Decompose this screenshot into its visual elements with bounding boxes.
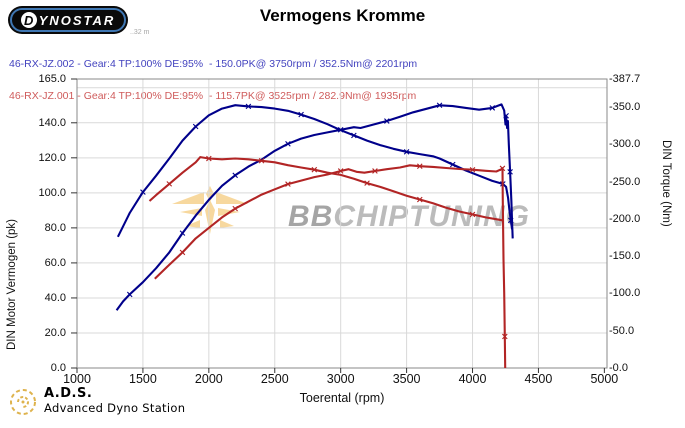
footer-name: Advanced Dyno Station: [44, 401, 186, 415]
marker-run-002-torque: [298, 111, 304, 118]
left-tick-label: 100.0: [38, 186, 66, 199]
x-tick-label: 1000: [63, 372, 91, 386]
marker-run-002-torque: [245, 103, 252, 110]
marker-run-001-power: [179, 249, 186, 256]
marker-run-001-torque: [206, 155, 212, 162]
ads-swirl-icon: [10, 389, 36, 415]
marker-run-002-torque: [140, 189, 146, 195]
series-run-002-power: [115, 103, 514, 311]
marker-run-002-power: [507, 169, 513, 175]
marker-run-001-power: [337, 168, 344, 174]
marker-run-001-power: [372, 168, 378, 174]
marker-run-001-torque: [258, 157, 265, 164]
marker-run-001-power: [499, 165, 506, 172]
footer-abbr: A.D.S.: [44, 386, 93, 401]
right-tick-label: -387.7: [609, 73, 641, 85]
left-tick-label: 140.0: [38, 116, 66, 129]
marker-run-001-torque: [416, 196, 423, 203]
series-run-001-torque: [148, 156, 503, 222]
marker-run-001-power: [469, 166, 476, 173]
legend-line-0: 46-RX-JZ.002 - Gear:4 TP:100% DE:95% - 1…: [9, 58, 418, 70]
x-tick-label: 2500: [260, 372, 289, 386]
marker-run-001-power: [285, 181, 291, 187]
marker-run-001-power: [502, 333, 508, 340]
x-axis-title: Toerental (rpm): [299, 391, 385, 405]
marker-run-002-power: [384, 118, 390, 124]
right-tick-label: -50.0: [609, 324, 635, 337]
right-tick-label: -100.0: [609, 287, 641, 300]
x-tick-label: 1500: [129, 372, 157, 386]
logo-text: YNOSTAR: [38, 12, 116, 28]
logo-version-text: ..32 m: [130, 29, 150, 36]
marker-run-002-torque: [403, 149, 410, 155]
y-axis-title-right: DIN Torque (Nm): [660, 140, 672, 227]
left-tick-label: 120.0: [38, 151, 66, 164]
marker-run-001-torque: [469, 211, 476, 218]
marker-run-001-power: [416, 163, 423, 170]
marker-run-002-power: [126, 291, 133, 298]
right-tick-label: -0.0: [609, 362, 628, 374]
left-tick-label: 80.0: [44, 221, 66, 234]
marker-run-002-power: [285, 141, 291, 147]
marker-run-002-power: [436, 102, 443, 109]
x-tick-label: 3000: [326, 372, 355, 386]
right-tick-label: -350.0: [609, 101, 641, 114]
plot-border: [76, 78, 608, 369]
x-tick-label: 5000: [590, 372, 619, 386]
logo-ring: [10, 8, 126, 32]
marker-run-002-torque: [192, 123, 199, 130]
x-tick-label: 2000: [194, 372, 223, 386]
left-tick-label: 0.0: [50, 362, 66, 374]
ads-footer: A.D.S. Advanced Dyno Station: [8, 386, 185, 418]
right-tick-label: -150.0: [609, 250, 641, 263]
series-run-001-power: [154, 164, 507, 369]
marker-run-002-torque: [351, 132, 357, 139]
logo-d-disc: D: [20, 12, 37, 28]
left-tick-label: 60.0: [44, 256, 66, 269]
marker-run-001-power: [232, 205, 238, 212]
marker-run-001-torque: [166, 181, 173, 187]
y-axis-title-left: DIN Motor Vermogen (pk): [6, 218, 18, 350]
legend-line-1: 46-RX-JZ.001 - Gear:4 TP:100% DE:95% - 1…: [9, 90, 417, 102]
left-tick-label: 20.0: [44, 326, 66, 339]
marker-run-002-power: [489, 105, 496, 111]
page-title: Vermogens Kromme: [259, 6, 426, 25]
marker-run-002-torque: [449, 161, 456, 168]
right-tick-label: -250.0: [609, 175, 641, 188]
marker-run-002-power: [232, 172, 238, 179]
marker-run-002-power: [179, 230, 186, 236]
marker-run-002-torque: [507, 217, 514, 224]
right-tick-label: -200.0: [609, 212, 641, 225]
legend: 46-RX-JZ.002 - Gear:4 TP:100% DE:95% - 1…: [9, 38, 417, 113]
dynostar-logo: D YNOSTAR: [8, 6, 128, 34]
x-tick-label: 3500: [392, 372, 421, 386]
right-tick-label: -300.0: [609, 138, 641, 151]
x-tick-label: 4000: [458, 372, 487, 386]
left-tick-label: 40.0: [44, 291, 66, 304]
marker-run-001-torque: [364, 180, 370, 186]
marker-run-001-torque: [311, 166, 318, 173]
marker-run-002-power: [503, 112, 509, 119]
x-tick-label: 4500: [524, 372, 553, 386]
left-tick-label: 165.0: [38, 73, 66, 85]
